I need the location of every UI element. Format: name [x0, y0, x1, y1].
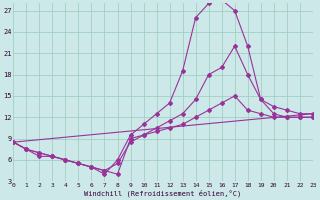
- X-axis label: Windchill (Refroidissement éolien,°C): Windchill (Refroidissement éolien,°C): [84, 189, 242, 197]
